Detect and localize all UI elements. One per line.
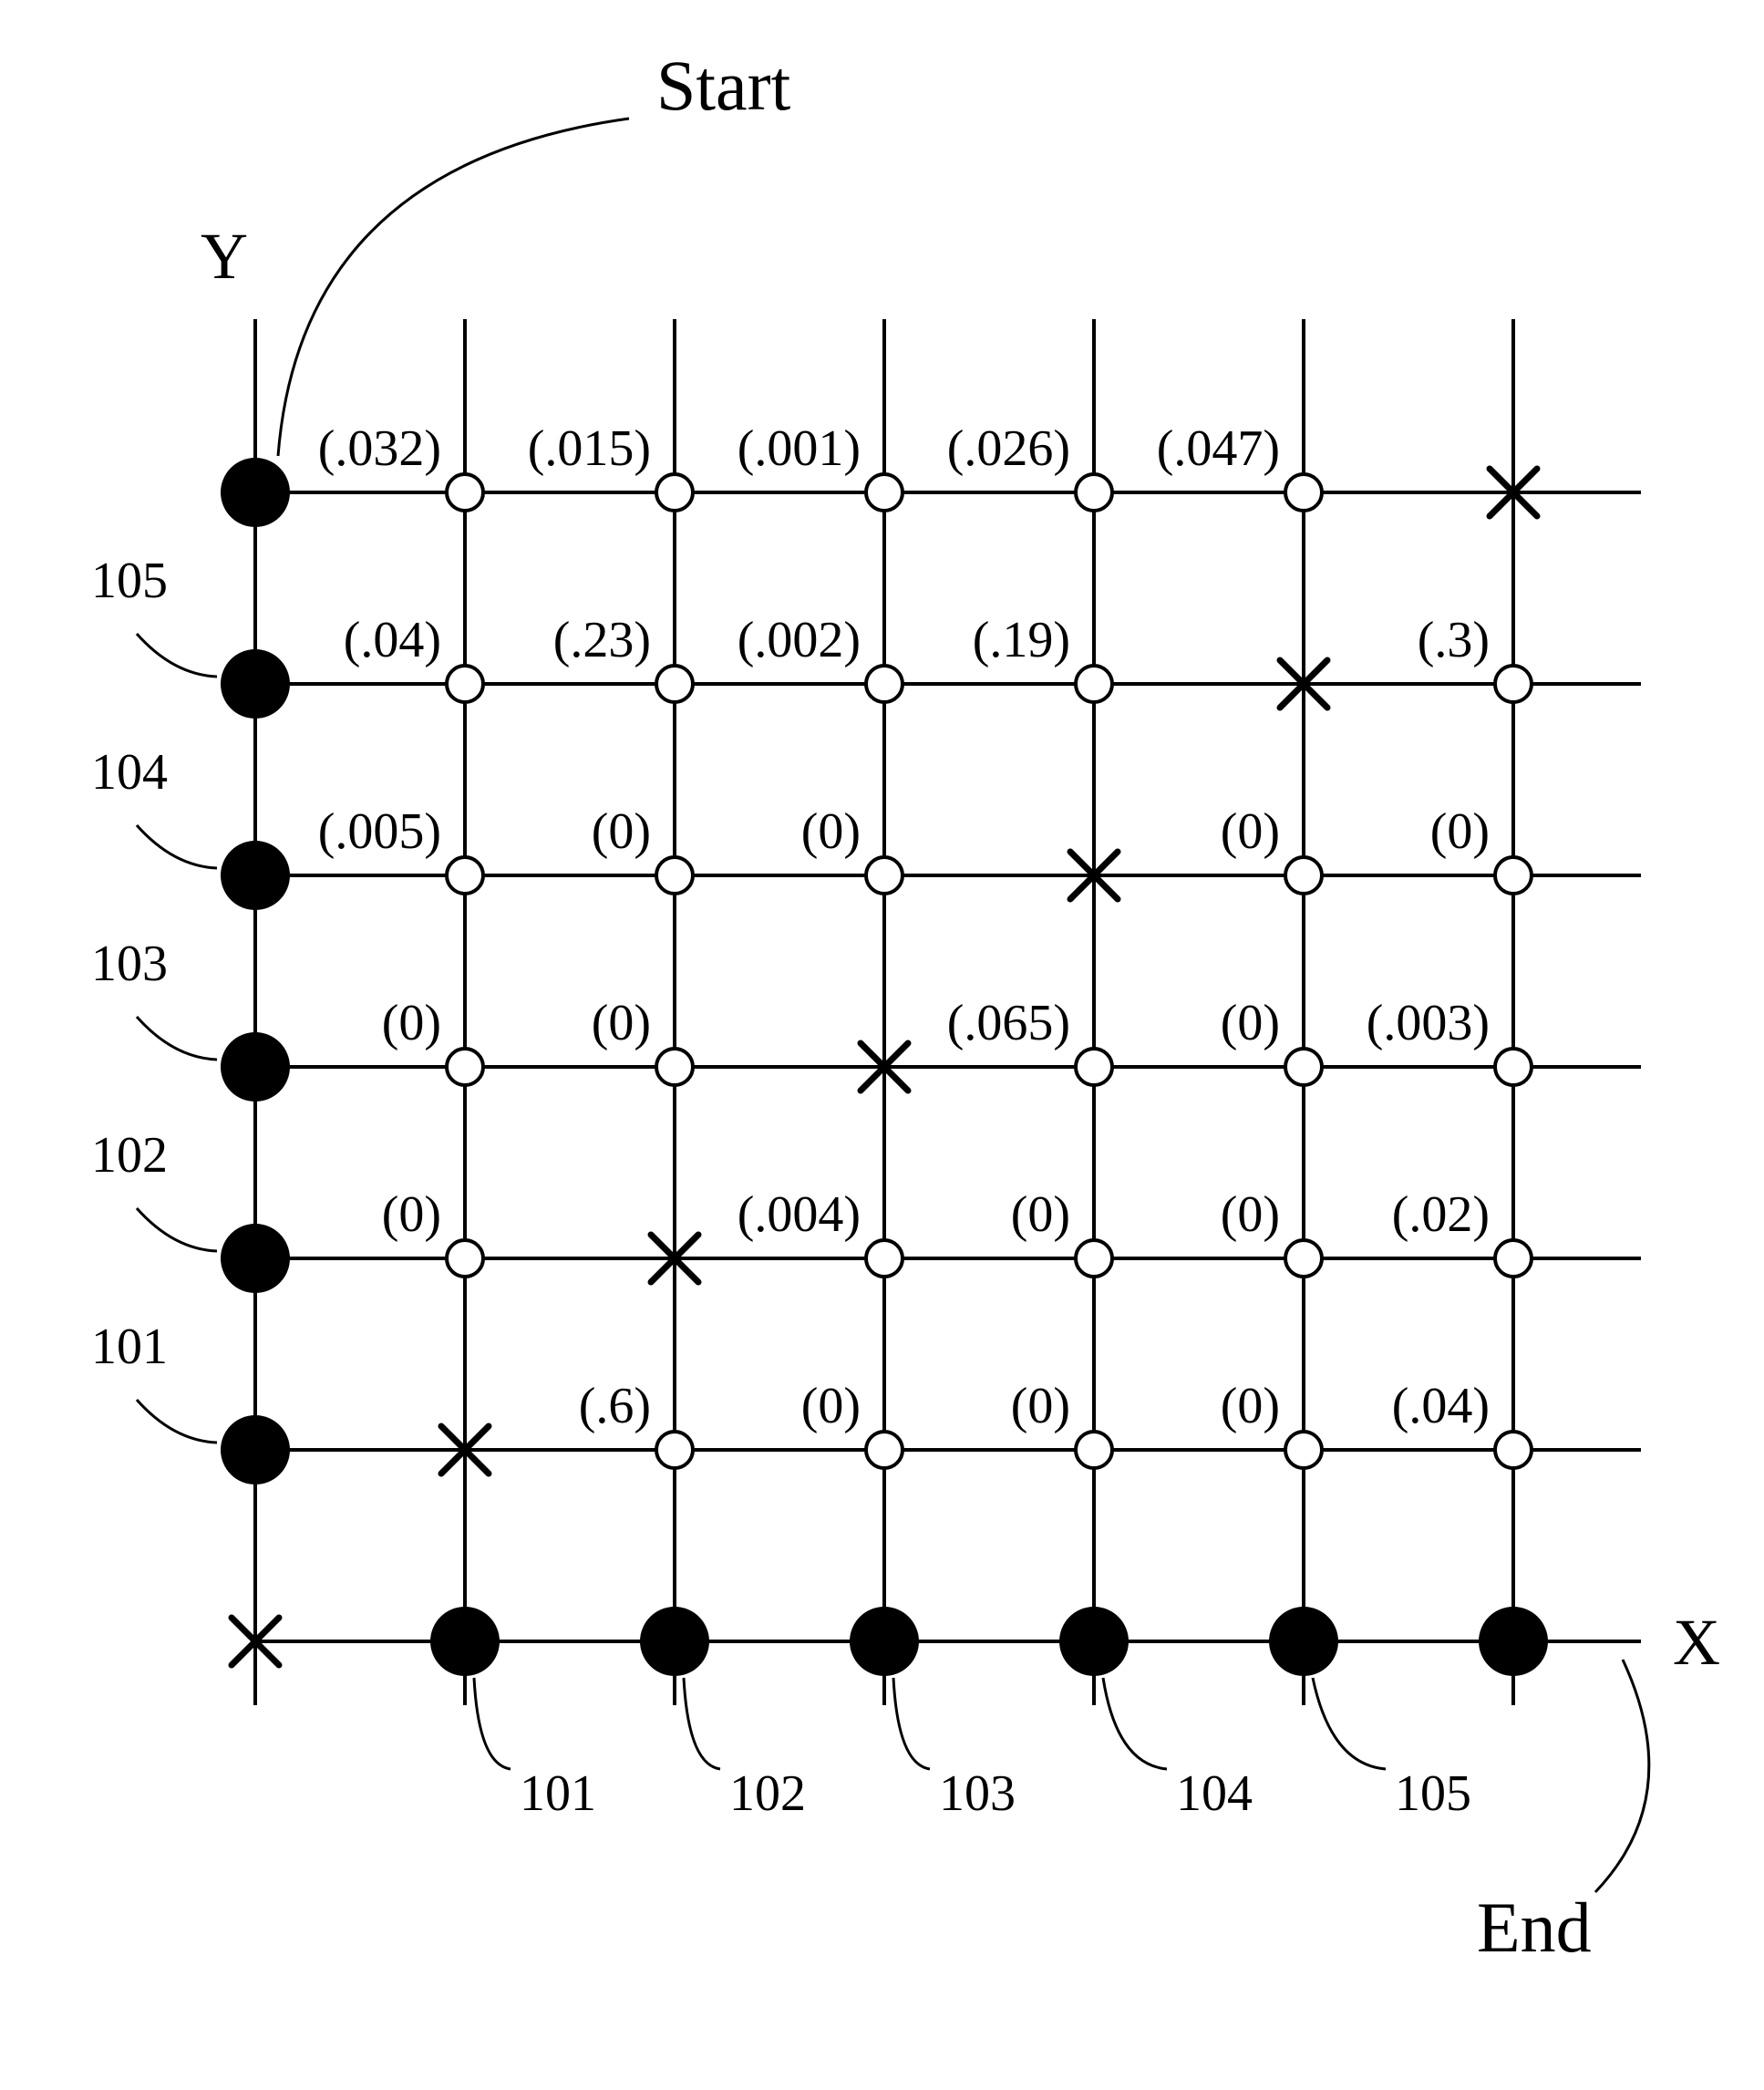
grid-diagram: (.032) (.015) (.001) (.026) (.047) (.04) (.23)…	[0, 0, 1764, 2090]
y-ref-label: 103	[91, 936, 168, 992]
node-value-label: (.065)	[947, 995, 1070, 1051]
node-value-label: (.002)	[738, 612, 861, 668]
node-value-label: (.23)	[553, 612, 651, 668]
x-ref-label: 101	[520, 1765, 596, 1822]
open-node	[866, 666, 903, 702]
y-ref-label: 104	[91, 744, 168, 801]
open-node	[1495, 857, 1532, 894]
y-ref-label: 105	[91, 553, 168, 609]
node-value-label: (.04)	[1392, 1378, 1490, 1434]
open-node	[656, 666, 693, 702]
node-value-label: (.04)	[344, 612, 441, 668]
open-node	[866, 474, 903, 511]
x-ref-label: 102	[729, 1765, 806, 1822]
x-ref-label: 103	[939, 1765, 1016, 1822]
node-value-label: (.005)	[318, 803, 441, 860]
start-label: Start	[656, 46, 791, 125]
open-node	[656, 1432, 693, 1468]
open-node	[656, 857, 693, 894]
filled-node-y	[221, 1032, 290, 1102]
open-node	[1495, 1432, 1532, 1468]
open-node	[447, 1240, 483, 1277]
filled-node-x	[1479, 1607, 1548, 1676]
open-node	[1285, 1240, 1322, 1277]
open-node	[1495, 1240, 1532, 1277]
filled-node-x	[850, 1607, 919, 1676]
y-ref-label: 102	[91, 1127, 168, 1184]
node-value-label: (.032)	[318, 420, 441, 477]
open-node	[447, 474, 483, 511]
open-node	[1076, 1049, 1112, 1085]
x-ref-label: 104	[1176, 1765, 1253, 1822]
node-value-label: (0)	[801, 803, 861, 860]
open-node	[447, 857, 483, 894]
node-value-label: (0)	[592, 803, 651, 860]
filled-node-x	[1269, 1607, 1338, 1676]
x-ref-label: 105	[1395, 1765, 1471, 1822]
node-value-label: (0)	[1011, 1186, 1070, 1243]
open-node	[1285, 474, 1322, 511]
open-node	[1076, 474, 1112, 511]
node-value-label: (.026)	[947, 420, 1070, 477]
open-node	[656, 474, 693, 511]
node-value-label: (.19)	[973, 612, 1070, 668]
node-value-label: (0)	[1430, 803, 1490, 860]
filled-node-x	[430, 1607, 500, 1676]
node-value-label: (.047)	[1157, 420, 1280, 477]
open-node	[447, 666, 483, 702]
filled-node-y	[221, 458, 290, 527]
node-value-label: (.6)	[579, 1378, 651, 1434]
node-value-label: (.015)	[528, 420, 651, 477]
open-node	[1285, 857, 1322, 894]
node-value-label: (0)	[1221, 803, 1280, 860]
node-value-label: (.3)	[1418, 612, 1490, 668]
filled-node-y	[221, 841, 290, 910]
filled-node-y	[221, 649, 290, 719]
y-ref-label: 101	[91, 1319, 168, 1375]
node-value-label: (.004)	[738, 1186, 861, 1243]
open-node	[1495, 1049, 1532, 1085]
open-node	[656, 1049, 693, 1085]
filled-node-y	[221, 1415, 290, 1485]
node-value-label: (0)	[801, 1378, 861, 1434]
open-node	[1076, 1240, 1112, 1277]
open-node	[866, 857, 903, 894]
node-value-label: (0)	[1011, 1378, 1070, 1434]
open-node	[1285, 1049, 1322, 1085]
axis-x-label: X	[1673, 1606, 1720, 1679]
open-node	[866, 1240, 903, 1277]
open-node	[1495, 666, 1532, 702]
node-value-label: (.001)	[738, 420, 861, 477]
node-value-label: (.02)	[1392, 1186, 1490, 1243]
node-value-label: (0)	[382, 995, 441, 1051]
filled-node-x	[1059, 1607, 1129, 1676]
node-value-label: (.003)	[1367, 995, 1490, 1051]
open-node	[447, 1049, 483, 1085]
filled-node-y	[221, 1224, 290, 1293]
node-value-label: (0)	[592, 995, 651, 1051]
open-node	[1285, 1432, 1322, 1468]
node-value-label: (0)	[1221, 995, 1280, 1051]
open-node	[1076, 666, 1112, 702]
end-label: End	[1477, 1888, 1592, 1967]
open-node	[1076, 1432, 1112, 1468]
node-value-label: (0)	[382, 1186, 441, 1243]
node-value-label: (0)	[1221, 1186, 1280, 1243]
axis-y-label: Y	[201, 220, 248, 293]
filled-node-x	[640, 1607, 709, 1676]
open-node	[866, 1432, 903, 1468]
node-value-label: (0)	[1221, 1378, 1280, 1434]
